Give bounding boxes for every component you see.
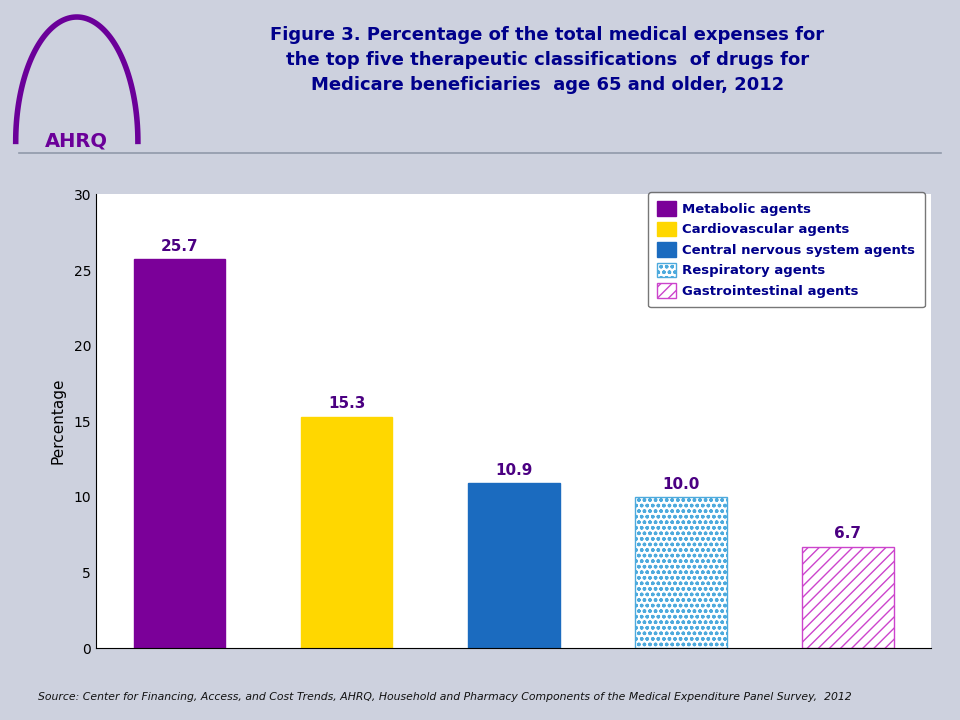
Text: 10.0: 10.0 — [662, 477, 699, 492]
Legend: Metabolic agents, Cardiovascular agents, Central nervous system agents, Respirat: Metabolic agents, Cardiovascular agents,… — [648, 192, 924, 307]
Y-axis label: Percentage: Percentage — [50, 378, 65, 464]
Bar — [635, 497, 727, 648]
Bar — [133, 259, 226, 648]
Text: 10.9: 10.9 — [495, 463, 532, 478]
Text: Source: Center for Financing, Access, and Cost Trends, AHRQ, Household and Pharm: Source: Center for Financing, Access, an… — [38, 692, 852, 702]
Bar — [468, 483, 560, 648]
Text: 6.7: 6.7 — [834, 526, 861, 541]
Text: 25.7: 25.7 — [160, 239, 199, 254]
Bar — [300, 417, 393, 648]
Bar — [802, 546, 894, 648]
Text: Figure 3. Percentage of the total medical expenses for
the top five therapeutic : Figure 3. Percentage of the total medica… — [270, 27, 825, 94]
Text: 15.3: 15.3 — [328, 397, 365, 411]
Text: AHRQ: AHRQ — [45, 132, 108, 150]
